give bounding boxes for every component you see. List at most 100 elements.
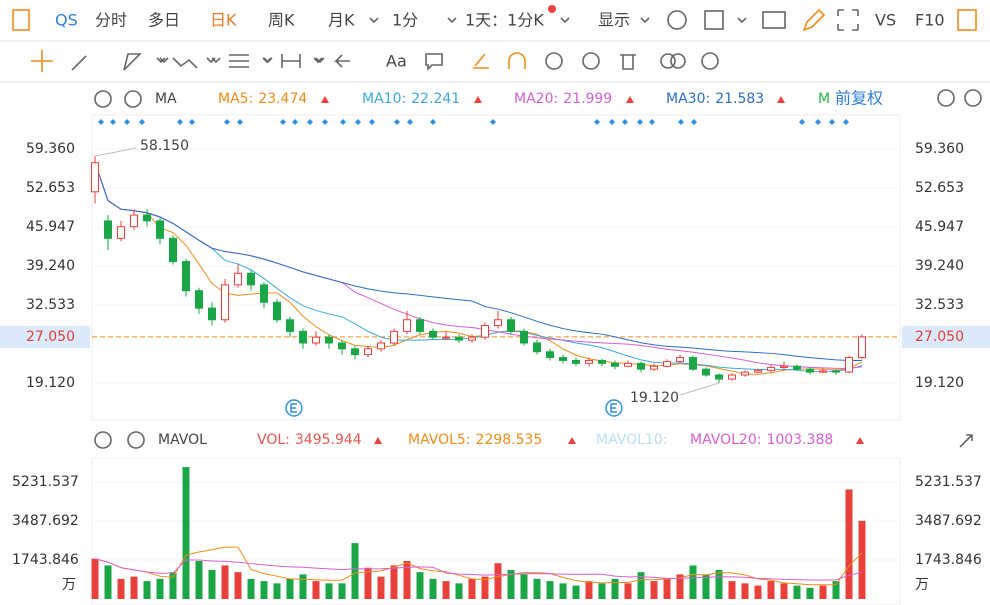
toolbar-item[interactable]: 显示	[598, 11, 630, 30]
volume-bar	[143, 581, 151, 599]
last-price-box	[0, 325, 90, 348]
y-tick-label: 1743.846	[12, 552, 79, 568]
vol-close[interactable]	[127, 431, 145, 449]
volume-bar	[767, 581, 775, 599]
candle-body	[832, 370, 840, 373]
line-tool[interactable]	[71, 55, 87, 71]
up-triangle	[777, 96, 785, 103]
legend-title: MA	[155, 91, 177, 107]
y-tick-label: 5231.537	[12, 474, 79, 490]
font-tool: Aa	[386, 52, 407, 71]
magnet-tool[interactable]	[508, 52, 526, 69]
ma-name: MA10:	[362, 91, 406, 107]
event-marker	[430, 119, 436, 125]
settings[interactable]	[667, 10, 687, 30]
volume-bar	[598, 583, 606, 599]
up-triangle	[321, 96, 329, 103]
up-triangle	[474, 96, 482, 103]
toolbar-item[interactable]: VS	[875, 11, 896, 30]
event-marker	[815, 119, 821, 125]
arrow-tool[interactable]	[334, 54, 350, 68]
volume-bar	[104, 565, 112, 599]
polyline-tool[interactable]	[123, 53, 142, 71]
volume-bar	[195, 560, 203, 599]
adjust-toggle[interactable]: 前复权	[835, 89, 883, 108]
vol-legend: VOL: 3495.944	[257, 432, 362, 448]
toolbar-item[interactable]: 月K	[328, 11, 355, 30]
y-tick-label: 19.120	[26, 375, 75, 391]
note-tool[interactable]	[425, 53, 443, 71]
vol-name: MAVOL5:	[408, 432, 471, 448]
toolbar-item[interactable]: 日K	[210, 11, 237, 30]
toolbar-item[interactable]: 分时	[95, 11, 127, 30]
ma-close[interactable]	[124, 90, 142, 108]
toolbar-item[interactable]: QS	[55, 11, 78, 30]
volume-bar	[416, 572, 424, 599]
settings-tool[interactable]	[701, 52, 719, 70]
expand[interactable]	[959, 434, 973, 448]
tools-row	[31, 50, 719, 72]
delete-tool[interactable]	[620, 54, 636, 70]
compare-tool[interactable]	[660, 53, 676, 69]
candle-body	[403, 319, 411, 332]
toolbar-item[interactable]: 周K	[268, 11, 295, 30]
screenshot[interactable]	[762, 11, 786, 29]
volume-bar	[832, 581, 840, 599]
candle-body	[338, 342, 346, 350]
volume-bar	[741, 583, 749, 599]
event-marker	[407, 119, 413, 125]
fib-tool[interactable]	[229, 54, 249, 68]
toolbar-item[interactable]: 1分	[392, 11, 418, 30]
volume-bar	[754, 585, 762, 599]
zoom-in[interactable]	[964, 89, 982, 107]
event-marker	[322, 119, 328, 125]
range-tool[interactable]	[281, 54, 301, 68]
candle-body	[559, 357, 567, 361]
ma-name: MA30:	[666, 91, 710, 107]
volume-bar	[819, 585, 827, 599]
candle-body	[416, 319, 424, 332]
move-tool[interactable]	[31, 50, 53, 72]
y-tick-label: 32.533	[26, 297, 75, 313]
volume-bar	[715, 569, 723, 599]
hide-tool[interactable]	[582, 52, 600, 70]
ma-legend: M	[818, 91, 830, 107]
candle-body	[637, 362, 645, 370]
up-triangle	[856, 437, 864, 444]
unit-label: 万	[915, 577, 929, 593]
lock-tool[interactable]	[545, 52, 563, 70]
volume-bar	[312, 581, 320, 599]
checkbox[interactable]	[704, 10, 724, 30]
candle-body	[351, 348, 359, 356]
event-marker	[307, 119, 313, 125]
high-pointer	[94, 147, 137, 157]
legend-title: MAVOL	[158, 432, 207, 448]
volume-bar	[585, 581, 593, 599]
panel-toggle[interactable]	[957, 9, 977, 31]
candle-body	[481, 325, 489, 338]
low-pointer	[679, 382, 720, 396]
compare-tool[interactable]	[670, 53, 686, 69]
volume-bar	[572, 585, 580, 599]
draw[interactable]	[802, 8, 826, 32]
ma-name: MA5:	[218, 91, 253, 107]
toolbar-item[interactable]: 多日	[148, 11, 180, 30]
angle-tool[interactable]	[473, 53, 489, 69]
wave-tool[interactable]	[172, 57, 198, 69]
toolbar-item[interactable]: 1天：1分K	[465, 11, 544, 30]
volume-bar	[273, 583, 281, 599]
y-tick-label: 45.947	[915, 219, 964, 235]
vol-settings[interactable]	[94, 431, 112, 449]
candle-body	[754, 369, 762, 373]
fullscreen[interactable]	[837, 9, 859, 31]
sidebar-toggle[interactable]	[12, 9, 30, 31]
zoom-out[interactable]	[937, 89, 955, 107]
y-tick-label: 32.533	[915, 297, 964, 313]
event-marker	[292, 119, 298, 125]
candle-body	[156, 220, 164, 239]
ma-settings[interactable]	[94, 90, 112, 108]
toolbar-item[interactable]: F10	[915, 11, 945, 30]
candle-body	[234, 272, 242, 286]
candle-body	[663, 361, 671, 367]
volume-bar	[611, 578, 619, 599]
